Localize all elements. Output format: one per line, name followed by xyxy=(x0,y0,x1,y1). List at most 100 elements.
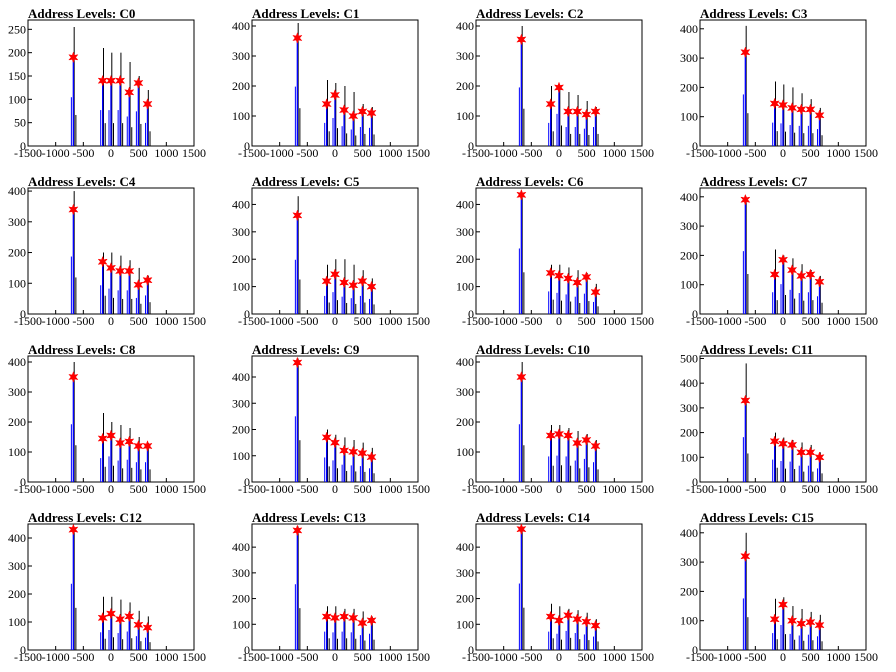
y-tick-label: 250 xyxy=(8,22,26,36)
chart-svg-c5: Address Levels: C5 0 100 200 300 400 -1500 -100… xyxy=(232,174,430,328)
x-tick-label: -1500 xyxy=(238,482,266,496)
panel-c7: Address Levels: C7 0 100 200 300 400 -1500 -100… xyxy=(672,168,896,336)
x-tick-label: 500 xyxy=(578,482,596,496)
x-tick-label: 500 xyxy=(354,650,372,664)
x-tick-label: 1500 xyxy=(182,482,206,496)
peak-marker xyxy=(787,101,798,114)
y-tick-label: 400 xyxy=(8,184,26,198)
x-tick-label: 1000 xyxy=(378,650,402,664)
peak-marker xyxy=(366,614,377,627)
peak-marker xyxy=(321,431,332,444)
peak-marker xyxy=(516,371,527,383)
x-tick-label: -1000 xyxy=(42,314,70,328)
x-tick-label: 0 xyxy=(556,650,562,664)
peak-marker xyxy=(740,394,751,407)
plot-frame xyxy=(27,355,195,483)
panel-c4: Address Levels: C4 0 100 200 300 400 -1500 -100… xyxy=(0,168,224,336)
x-tick-label: 500 xyxy=(130,482,148,496)
y-tick-label: 300 xyxy=(8,215,26,229)
x-tick-label: -500 xyxy=(296,146,318,160)
chart-svg-c1: Address Levels: C1 0 100 200 300 400 -1500 -100… xyxy=(232,6,430,160)
x-tick-label: -500 xyxy=(520,482,542,496)
x-tick-label: -500 xyxy=(520,650,542,664)
chart-svg-c7: Address Levels: C7 0 100 200 300 400 -1500 -100… xyxy=(680,174,878,328)
x-tick-label: 1500 xyxy=(630,314,654,328)
chart-title: Address Levels: C5 xyxy=(252,174,360,189)
peak-marker xyxy=(805,446,816,459)
x-tick-label: 1500 xyxy=(406,146,430,160)
x-tick-label: 1500 xyxy=(854,650,878,664)
y-tick-label: 300 xyxy=(8,559,26,573)
y-tick-label: 100 xyxy=(8,445,26,459)
peak-marker xyxy=(553,269,565,282)
x-tick-label: 1000 xyxy=(826,146,850,160)
y-tick-label: 0 xyxy=(20,307,26,321)
peak-marker xyxy=(366,280,377,293)
y-tick-label: 400 xyxy=(456,197,474,211)
peak-marker xyxy=(563,609,574,622)
peak-marker xyxy=(124,435,135,448)
y-tick-label: 100 xyxy=(8,615,26,629)
x-tick-label: 1500 xyxy=(182,314,206,328)
peak-marker xyxy=(545,429,556,442)
peak-marker xyxy=(590,105,601,118)
peak-marker xyxy=(581,615,592,628)
x-tick-label: -500 xyxy=(72,482,94,496)
x-tick-label: -500 xyxy=(296,314,318,328)
y-tick-label: 150 xyxy=(8,69,26,83)
peak-marker xyxy=(740,46,751,59)
x-tick-label: 0 xyxy=(556,146,562,160)
y-tick-label: 300 xyxy=(232,566,250,580)
x-tick-label: 0 xyxy=(108,482,114,496)
y-tick-label: 300 xyxy=(456,385,474,399)
peak-marker xyxy=(590,286,601,299)
peak-marker xyxy=(769,435,780,448)
x-tick-label: 500 xyxy=(354,146,372,160)
chart-title: Address Levels: C4 xyxy=(28,174,136,189)
peak-marker xyxy=(105,429,117,442)
y-tick-label: 400 xyxy=(680,190,698,204)
chart-svg-c10: Address Levels: C10 0 100 200 300 400 -1500 -10… xyxy=(456,342,654,496)
peak-marker xyxy=(787,439,798,451)
y-tick-label: 400 xyxy=(456,355,474,369)
y-tick-label: 0 xyxy=(20,139,26,153)
peak-marker xyxy=(590,440,601,452)
x-tick-label: 0 xyxy=(332,482,338,496)
chart-svg-c11: Address Levels: C11 0 100 200 300 400 500 -1500… xyxy=(680,342,878,496)
peak-marker xyxy=(321,275,332,288)
peak-marker xyxy=(115,74,126,87)
x-tick-label: 1500 xyxy=(406,650,430,664)
peak-marker xyxy=(142,440,153,452)
y-tick-label: 0 xyxy=(244,475,250,489)
y-tick-label: 200 xyxy=(680,584,698,598)
chart-title: Address Levels: C7 xyxy=(700,174,808,189)
peak-marker xyxy=(769,613,780,626)
x-tick-label: 1500 xyxy=(630,650,654,664)
peak-marker xyxy=(124,610,135,623)
x-tick-label: 1000 xyxy=(826,314,850,328)
panel-c10: Address Levels: C10 0 100 200 300 400 -1500 -10… xyxy=(448,336,672,504)
peak-marker xyxy=(97,255,108,268)
peak-marker xyxy=(740,550,751,563)
peak-marker xyxy=(769,268,780,281)
x-tick-label: -500 xyxy=(296,650,318,664)
x-tick-label: -500 xyxy=(744,650,766,664)
x-tick-label: 500 xyxy=(802,146,820,160)
y-tick-label: 0 xyxy=(468,475,474,489)
x-tick-label: 1000 xyxy=(602,146,626,160)
peak-marker xyxy=(339,104,350,116)
y-tick-label: 100 xyxy=(232,280,250,294)
peak-marker xyxy=(292,524,303,537)
panel-c13: Address Levels: C13 0 100 200 300 400 -1500 -10… xyxy=(224,504,448,672)
y-tick-label: 300 xyxy=(680,401,698,415)
y-tick-label: 100 xyxy=(680,614,698,628)
y-tick-label: 100 xyxy=(680,110,698,124)
y-tick-label: 0 xyxy=(692,139,698,153)
y-tick-label: 400 xyxy=(232,19,250,33)
y-tick-label: 200 xyxy=(8,46,26,60)
y-tick-label: 50 xyxy=(14,116,26,130)
x-tick-label: -500 xyxy=(72,650,94,664)
y-tick-label: 200 xyxy=(8,246,26,260)
peak-marker xyxy=(321,98,332,110)
